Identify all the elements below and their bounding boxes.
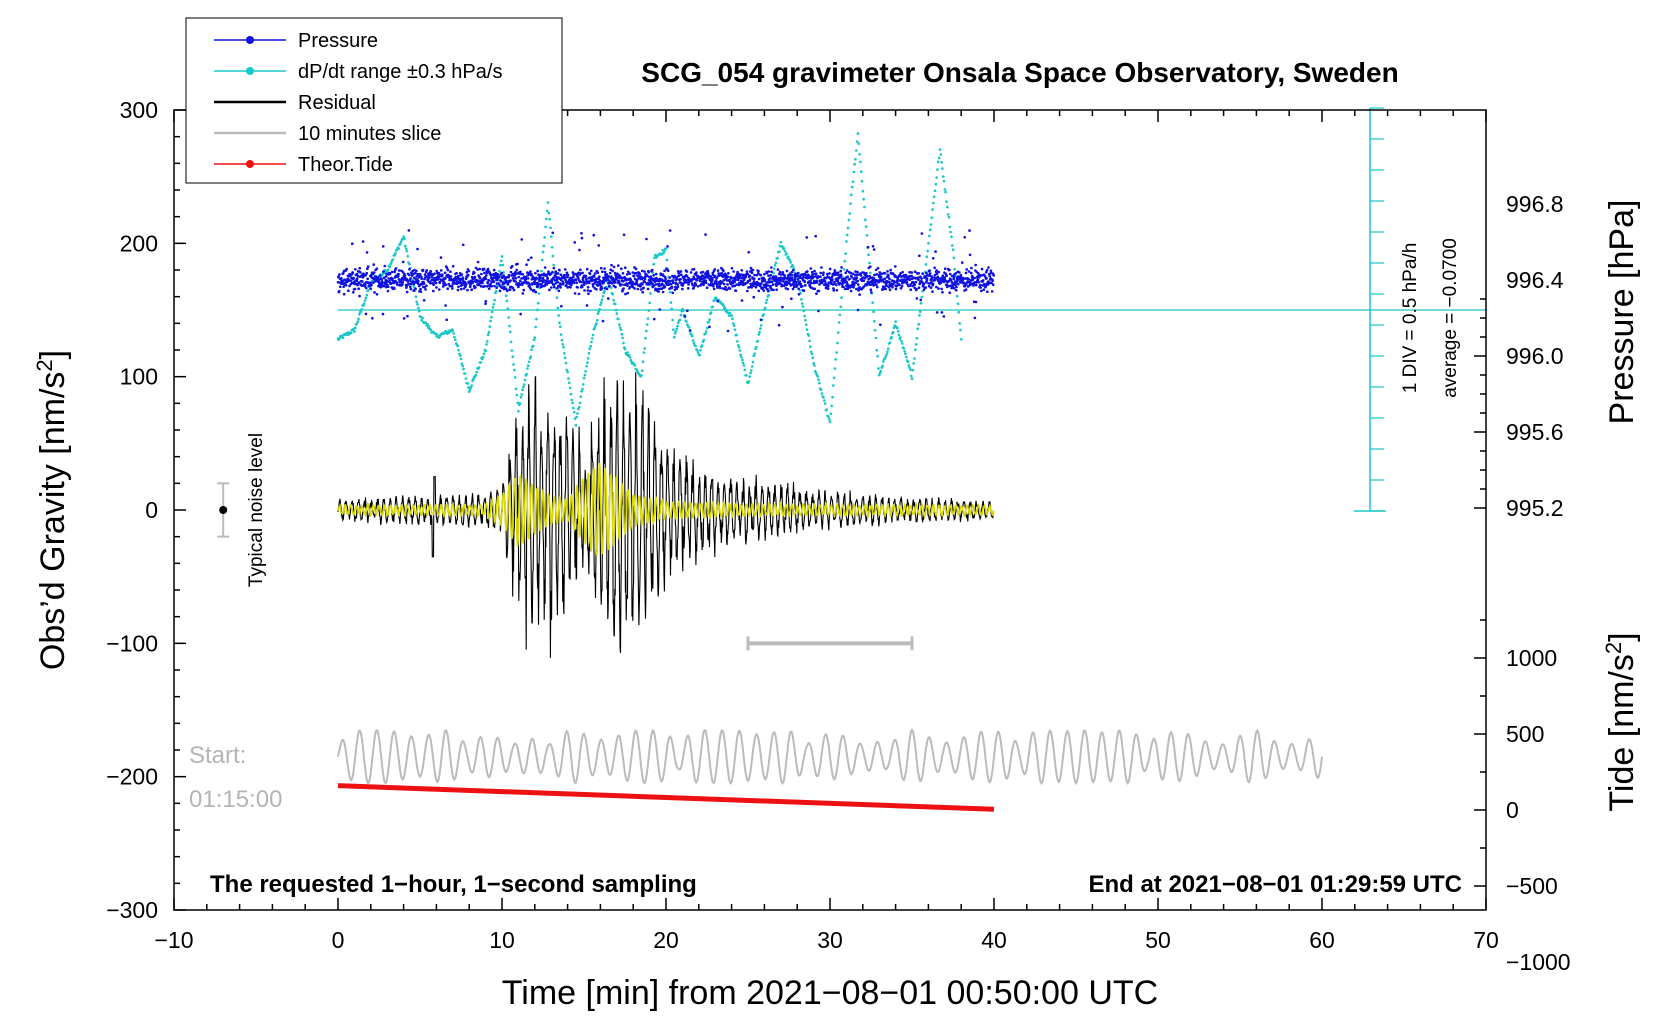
tide-tick-label: −1000 [1506,949,1571,975]
y-tick-label-left: −300 [106,897,158,923]
y-axis-title-tide: Tide [nm/s2] [1601,632,1641,811]
chart-title: SCG_054 gravimeter Onsala Space Observat… [641,57,1398,88]
y-axis-title-left-sup: 2 [32,359,57,371]
tide-tick-label: 500 [1506,721,1544,747]
y-axis-title-left-main: Obs’d Gravity [nm/s [34,372,72,671]
y-tick-label-left: 100 [120,364,158,390]
y-axis-title-tide-main: Tide [nm/s [1603,654,1641,811]
x-tick-label: 50 [1145,927,1171,953]
y-axis-title-tide-close: ] [1603,632,1641,641]
pressure-tick-label: 995.6 [1506,419,1564,445]
tide-series [337,783,995,812]
pressure-tick-label: 996.8 [1506,191,1564,217]
x-tick-label: 20 [653,927,679,953]
tide-tick-label: 0 [1506,797,1519,823]
noise-bar-point [219,506,228,514]
start-time-label: 01:15:00 [189,786,282,813]
legend-label-dpdt: dP/dt range ±0.3 hPa/s [298,61,502,83]
legend-box [185,17,563,184]
x-tick-label: 40 [981,927,1007,953]
legend-label-tide: Theor.Tide [298,154,393,176]
legend: Pressure dP/dt range ±0.3 hPa/s Residual… [185,17,563,184]
slice-series [337,728,1323,786]
dpdt-scale-label: 1 DIV = 0.5 hPa/h [1400,243,1421,394]
legend-marker-dpdt [246,67,254,75]
x-tick-label: 70 [1473,927,1499,953]
y-tick-label-left: 200 [120,230,158,256]
start-label: Start: [189,742,246,769]
dpdt-average-label: average = −0.0700 [1440,238,1461,398]
y-tick-label-left: 0 [145,497,158,523]
legend-label-residual: Residual [298,92,376,114]
tide-tick-label: −500 [1506,873,1558,899]
x-tick-label: 10 [489,927,515,953]
y-axis-title-pressure: Pressure [hPa] [1603,200,1641,425]
tide-tick-label: 1000 [1506,645,1557,671]
y-axis-title-tide-sup: 2 [1601,642,1626,654]
y-tick-label-left: −200 [106,764,158,790]
y-tick-label-left: 300 [120,97,158,123]
pressure-tick-label: 995.2 [1506,495,1564,521]
y-tick-label-left: −100 [106,630,158,656]
noise-level-label: Typical noise level [246,433,267,587]
legend-label-pressure: Pressure [298,30,378,52]
series-layer [217,107,1486,812]
x-tick-label: 30 [817,927,843,953]
x-tick-label: 0 [332,927,345,953]
end-time-note: End at 2021−08−01 01:29:59 UTC [1088,871,1462,898]
pressure-tick-label: 996.0 [1506,343,1564,369]
tick-layer: −10 0 10 20 30 40 50 60 70−300−200−1000100200300… [106,97,1571,975]
filtered-residual-series [337,462,995,556]
x-axis-title: Time [min] from 2021−08−01 00:50:00 UTC [502,974,1158,1012]
y-axis-title-left-close: ] [34,350,72,359]
legend-marker-pressure [246,36,254,44]
y-axis-title-left: Obs’d Gravity [nm/s2] [32,350,72,670]
legend-marker-tide [246,160,254,168]
pressure-tick-label: 996.4 [1506,267,1564,293]
pressure-series [336,229,996,333]
sampling-note: The requested 1−hour, 1−second sampling [210,871,697,898]
x-tick-label: 60 [1309,927,1335,953]
x-tick-label: −10 [154,927,193,953]
legend-label-slice: 10 minutes slice [298,123,441,145]
